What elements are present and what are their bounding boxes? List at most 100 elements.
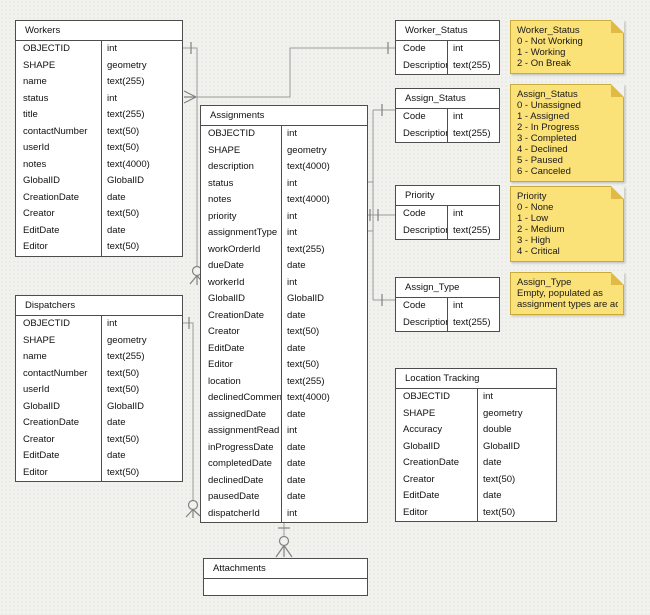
table-body — [204, 579, 367, 595]
note-line: 2 - Medium — [517, 224, 565, 235]
field-type: GlobalID — [483, 440, 520, 452]
table-attachments: Attachments — [203, 558, 368, 596]
field-row: CreationDate date — [16, 190, 182, 207]
field-type: geometry — [107, 59, 147, 71]
field-type: date — [107, 191, 126, 203]
note-line: 0 - Not Working — [517, 36, 583, 47]
field-type: text(4000) — [287, 161, 330, 172]
field-name: EditDate — [23, 450, 60, 461]
field-type: text(50) — [107, 367, 140, 379]
field-name: pausedDate — [208, 491, 260, 502]
field-name: Code — [403, 300, 426, 311]
note-line: 0 - None — [517, 202, 554, 213]
field-row: Description text(255) — [396, 126, 499, 143]
field-name: title — [23, 109, 38, 120]
field-type: text(50) — [483, 473, 516, 485]
field-row: OBJECTID int — [201, 126, 367, 143]
field-type: text(50) — [107, 241, 140, 252]
field-name: GlobalID — [403, 440, 440, 452]
field-type: int — [483, 391, 494, 402]
field-name: notes — [23, 158, 47, 170]
table-workers: Workers OBJECTID int SHAPE geometry name text(… — [15, 20, 183, 257]
field-row: notes text(4000) — [16, 157, 182, 174]
table-title: Workers — [16, 21, 182, 41]
field-name: Creator — [23, 433, 55, 445]
field-row: status int — [201, 176, 367, 193]
field-row: CreationDate date — [16, 415, 182, 432]
field-name: Creator — [403, 473, 435, 485]
table-worker-status: Worker_Status Code int Description text(255) — [395, 20, 500, 75]
field-row: Code int — [396, 298, 499, 315]
field-row: EditDate date — [16, 448, 182, 465]
sticky-note-assign-type: Assign_Type Empty, populated as assignment… — [510, 272, 624, 315]
field-type: date — [287, 474, 306, 486]
field-name: location — [208, 375, 241, 387]
field-name: userId — [23, 142, 50, 153]
note-line: Assign_Type — [517, 277, 572, 288]
note-line: Empty, populated as — [517, 288, 603, 299]
field-type: int — [453, 300, 464, 311]
table-assign-type: Assign_Type Code int Description text(255) — [395, 277, 500, 332]
note-line: 3 - Completed — [517, 133, 577, 144]
field-type: date — [287, 441, 306, 453]
field-name: CreationDate — [403, 457, 459, 468]
field-row: SHAPE geometry — [16, 333, 182, 350]
field-row: completedDate date — [201, 456, 367, 473]
field-row: Creator text(50) — [396, 472, 556, 489]
field-type: text(4000) — [107, 158, 150, 170]
field-name: OBJECTID — [23, 318, 70, 329]
field-row: contactNumber text(50) — [16, 366, 182, 383]
field-name: EditDate — [23, 224, 60, 236]
field-row: CreationDate date — [201, 308, 367, 325]
field-row: SHAPE geometry — [396, 406, 556, 423]
field-type: int — [453, 111, 464, 122]
field-row: Code int — [396, 109, 499, 126]
field-row: Editor text(50) — [16, 465, 182, 482]
field-name: Accuracy — [403, 424, 443, 435]
field-row: GlobalID GlobalID — [201, 291, 367, 308]
note-line: 1 - Low — [517, 213, 549, 224]
table-dispatchers: Dispatchers OBJECTID int SHAPE geometry name t… — [15, 295, 183, 482]
field-row: contactNumber text(50) — [16, 124, 182, 141]
field-name: Editor — [23, 466, 48, 478]
field-name: CreationDate — [23, 417, 79, 428]
field-type: int — [287, 425, 298, 436]
field-name: SHAPE — [23, 59, 56, 71]
field-name: Description — [403, 59, 447, 71]
field-row: Creator text(50) — [201, 324, 367, 341]
field-row: dueDate date — [201, 258, 367, 275]
note-line: 3 - High — [517, 235, 551, 246]
field-row: GlobalID GlobalID — [16, 399, 182, 416]
field-name: userId — [23, 384, 50, 395]
field-type: date — [287, 309, 306, 321]
field-type: GlobalID — [107, 175, 144, 186]
field-row: OBJECTID int — [396, 389, 556, 406]
field-type: date — [287, 458, 306, 469]
field-name: SHAPE — [208, 144, 241, 156]
table-assign-status: Assign_Status Code int Description text(255) — [395, 88, 500, 143]
field-row: userId text(50) — [16, 140, 182, 157]
field-name: SHAPE — [403, 407, 436, 419]
field-name: status — [208, 177, 234, 189]
field-type: text(255) — [107, 109, 145, 120]
field-type: GlobalID — [107, 400, 144, 412]
field-row: name text(255) — [16, 74, 182, 91]
field-row: Description text(255) — [396, 315, 499, 332]
field-name: workOrderId — [208, 243, 261, 255]
field-type: text(4000) — [287, 392, 330, 403]
note-line: assignment types are added — [517, 299, 618, 310]
field-type: text(50) — [107, 384, 140, 395]
field-row: Code int — [396, 206, 499, 223]
field-type: text(255) — [453, 127, 491, 139]
field-row: assignedDate date — [201, 407, 367, 424]
field-row: Editor text(50) — [396, 505, 556, 522]
field-name: assignmentRead — [208, 425, 280, 436]
field-name: assignmentType — [208, 227, 278, 238]
field-type: text(50) — [107, 433, 140, 445]
field-type: int — [453, 43, 464, 54]
note-line: 2 - In Progress — [517, 122, 580, 133]
field-name: declinedComment — [208, 392, 281, 403]
field-row: userId text(50) — [16, 382, 182, 399]
field-type: text(255) — [453, 224, 491, 236]
